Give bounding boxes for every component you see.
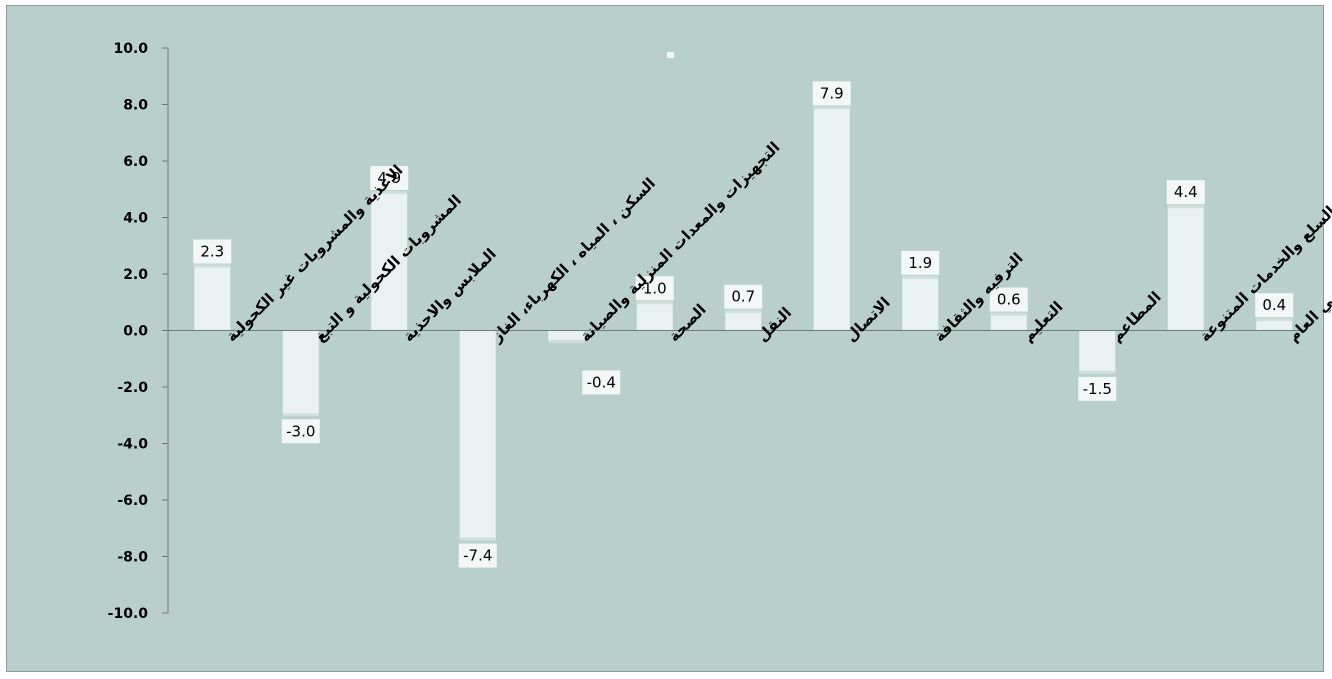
- bar-cap: [194, 264, 231, 268]
- data-label-box: [724, 284, 763, 309]
- data-label-box: [1166, 180, 1205, 205]
- bar: [813, 107, 850, 331]
- bar-cap: [902, 275, 939, 279]
- data-label-box: [989, 287, 1028, 312]
- bar-cap: [1167, 205, 1204, 209]
- bar: [371, 192, 408, 331]
- data-label: -0.4: [587, 374, 616, 392]
- data-label: 1.0: [643, 279, 667, 297]
- bar-cap: [636, 301, 673, 305]
- data-label: 1.9: [908, 254, 932, 272]
- y-tick-label: -10.0: [108, 606, 149, 622]
- bar-cap: [725, 309, 762, 313]
- data-label-box: [1078, 376, 1117, 401]
- data-label: 7.9: [820, 84, 844, 102]
- data-label-box: [281, 419, 320, 444]
- data-label: 0.4: [1262, 296, 1286, 314]
- data-label-box: [635, 276, 674, 301]
- data-label-box: [458, 543, 497, 568]
- bar: [1167, 206, 1204, 331]
- data-label-box: [582, 370, 621, 395]
- y-tick-label: 10.0: [113, 41, 148, 57]
- bar-cap: [548, 339, 585, 343]
- bar-cap: [1256, 318, 1293, 322]
- y-tick-label: 2.0: [123, 267, 148, 283]
- bar: [282, 330, 319, 416]
- data-label-box: [812, 81, 851, 106]
- y-tick-labels: 10.0 8.0 6.0 4.0 2.0 0.0 -2.0 -4.0 -6.0 -8.0 -10.0: [108, 41, 168, 622]
- data-label-box: [193, 239, 232, 264]
- bar: [636, 302, 673, 331]
- data-labels: 2.3 -3.0 4.9 -7.4 -0.4 1.0 0.7 7.9 1.9 0.6 -1.5 4.4…: [193, 81, 1294, 568]
- y-tick-label: -6.0: [117, 493, 148, 509]
- bar-cap: [371, 191, 408, 195]
- y-tick-label: 6.0: [123, 154, 148, 170]
- bar-cap: [1079, 370, 1116, 374]
- y-tick-label: -2.0: [117, 380, 148, 396]
- data-label: -1.5: [1083, 380, 1112, 398]
- data-label-box: [901, 250, 940, 275]
- data-label-box: [1255, 293, 1294, 318]
- bar-cap: [282, 413, 319, 417]
- bar: [1079, 330, 1116, 373]
- data-label-box: [370, 166, 409, 191]
- data-label: 0.7: [731, 288, 755, 306]
- bar-cap: [990, 312, 1027, 316]
- y-tick-label: 8.0: [123, 98, 148, 114]
- y-tick-label: 0.0: [123, 324, 148, 340]
- bars-group: [194, 106, 1293, 541]
- data-label: 4.9: [377, 169, 401, 187]
- bar: [194, 265, 231, 331]
- y-tick-label: -4.0: [117, 437, 148, 453]
- bar: [548, 330, 585, 342]
- data-label: -7.4: [463, 547, 492, 565]
- bar: [990, 313, 1027, 331]
- y-tick-label: 4.0: [123, 211, 148, 227]
- y-tick-label: -8.0: [117, 550, 148, 566]
- data-label: 4.4: [1174, 183, 1198, 201]
- data-label: 0.6: [997, 291, 1021, 309]
- bar: [459, 330, 496, 540]
- chart-frame: [6, 5, 1324, 672]
- data-label: -3.0: [286, 422, 315, 440]
- legend-marker: [667, 52, 674, 58]
- data-label: 2.3: [200, 243, 224, 261]
- bar: [725, 310, 762, 331]
- bar: [1256, 319, 1293, 331]
- bar-cap: [459, 537, 496, 541]
- bar-cap: [813, 106, 850, 110]
- bar: [902, 276, 939, 331]
